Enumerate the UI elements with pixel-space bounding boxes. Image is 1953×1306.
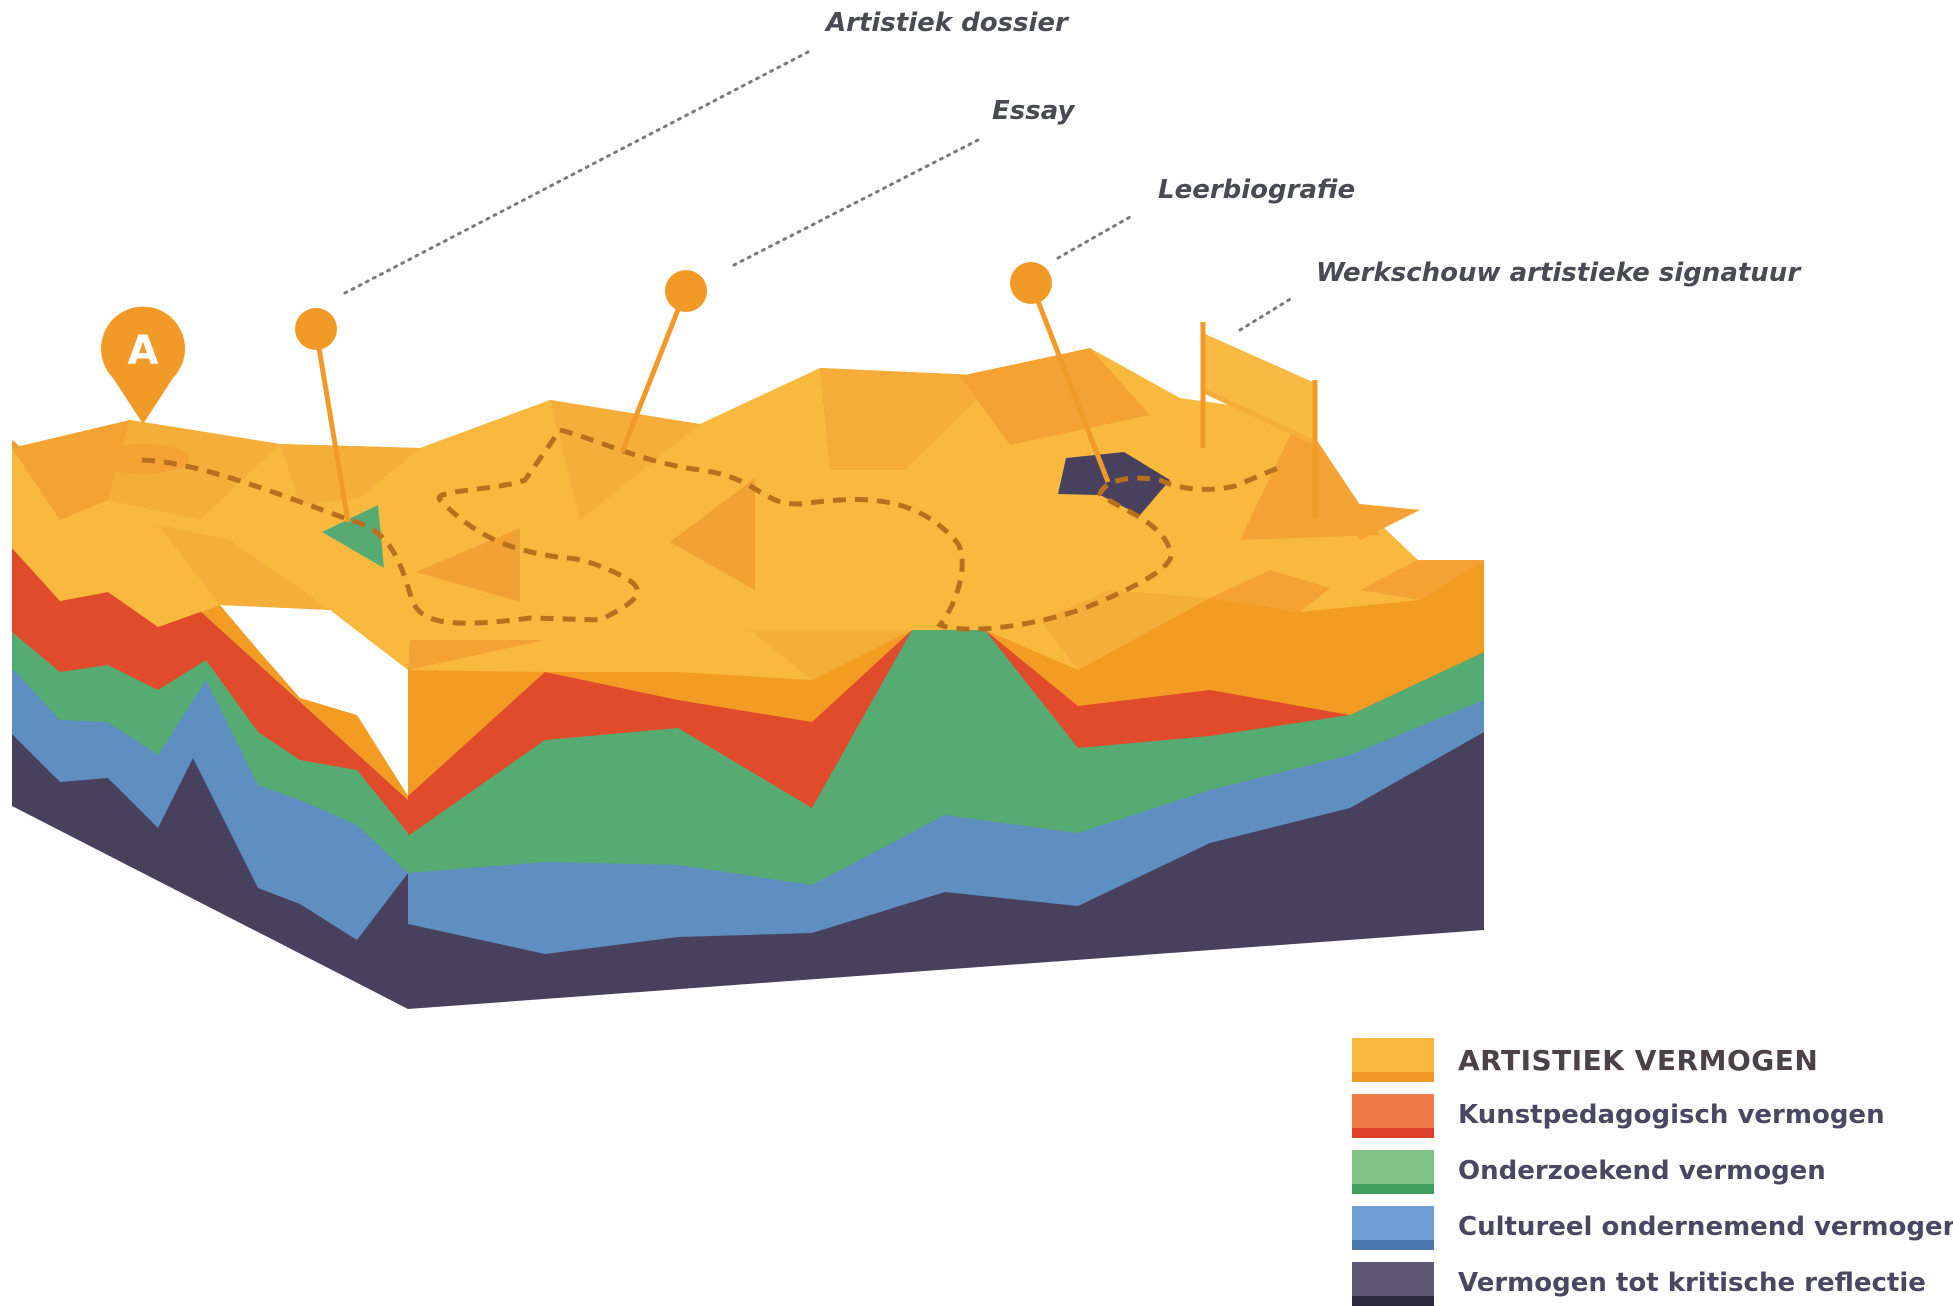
pin-stick <box>619 291 688 453</box>
legend-swatch <box>1352 1038 1434 1082</box>
legend-swatch <box>1352 1206 1434 1250</box>
pin-head <box>665 270 707 312</box>
leader-line <box>732 138 980 267</box>
legend-label: Vermogen tot kritische reflectie <box>1458 1268 1926 1298</box>
facet <box>158 525 330 610</box>
legend-label: Cultureel ondernemend vermogen <box>1458 1212 1953 1242</box>
front-orange-layer <box>408 560 1484 796</box>
navy-area-marker <box>1058 452 1170 515</box>
milestone-label-artistiek-dossier: Artistiek dossier <box>826 8 1068 38</box>
legend-swatch <box>1352 1262 1434 1306</box>
facet <box>12 420 130 520</box>
legend-item-artistiek: ARTISTIEK VERMOGEN <box>1352 1038 1952 1082</box>
front-green-mountain <box>812 630 1078 835</box>
milestone-label-leerbiografie: Leerbiografie <box>1158 175 1356 205</box>
pin-leerbiografie <box>1010 262 1111 483</box>
legend-item-kritische-reflectie: Vermogen tot kritische reflectie <box>1352 1262 1952 1306</box>
pin-stick <box>1028 282 1111 483</box>
facet <box>670 478 755 590</box>
facet <box>280 444 420 505</box>
start-marker: A <box>101 306 185 424</box>
pin-head <box>1010 262 1052 304</box>
pin-head <box>295 308 337 350</box>
legend-swatch <box>1352 1094 1434 1138</box>
legend-item-kunstpedagogisch: Kunstpedagogisch vermogen <box>1352 1094 1952 1138</box>
facet <box>750 630 912 680</box>
pin-stick <box>313 329 351 523</box>
green-area-marker <box>322 505 384 568</box>
leader-lines <box>343 50 1294 332</box>
start-marker-label: A <box>128 328 159 374</box>
learning-path <box>141 427 1286 632</box>
facet <box>408 640 545 670</box>
legend-swatch <box>1352 1150 1434 1194</box>
legend-item-cultureel: Cultureel ondernemend vermogen <box>1352 1206 1953 1250</box>
facet <box>416 528 520 602</box>
facet <box>550 400 700 520</box>
milestone-label-werkschouw: Werkschouw artistieke signatuur <box>1316 258 1801 288</box>
milestone-label-essay: Essay <box>992 96 1075 126</box>
leader-line <box>1056 215 1132 260</box>
legend-item-onderzoekend: Onderzoekend vermogen <box>1352 1150 1952 1194</box>
legend-label: ARTISTIEK VERMOGEN <box>1458 1044 1819 1077</box>
facet <box>960 348 1150 445</box>
facet <box>1210 570 1330 612</box>
facet <box>1340 502 1420 540</box>
map-pin-icon <box>101 306 185 424</box>
facet <box>1360 560 1484 600</box>
pin-essay <box>619 270 707 453</box>
flag-banner <box>1203 333 1315 440</box>
legend-label: Onderzoekend vermogen <box>1458 1156 1826 1186</box>
pin-artistiek-dossier <box>295 308 351 523</box>
leader-line <box>1238 296 1294 332</box>
facet <box>1040 590 1210 670</box>
leader-line <box>343 50 810 295</box>
flag-banner-shade <box>1203 387 1315 446</box>
flag <box>1200 322 1318 518</box>
legend-label: Kunstpedagogisch vermogen <box>1458 1100 1885 1130</box>
facet <box>820 368 1000 470</box>
